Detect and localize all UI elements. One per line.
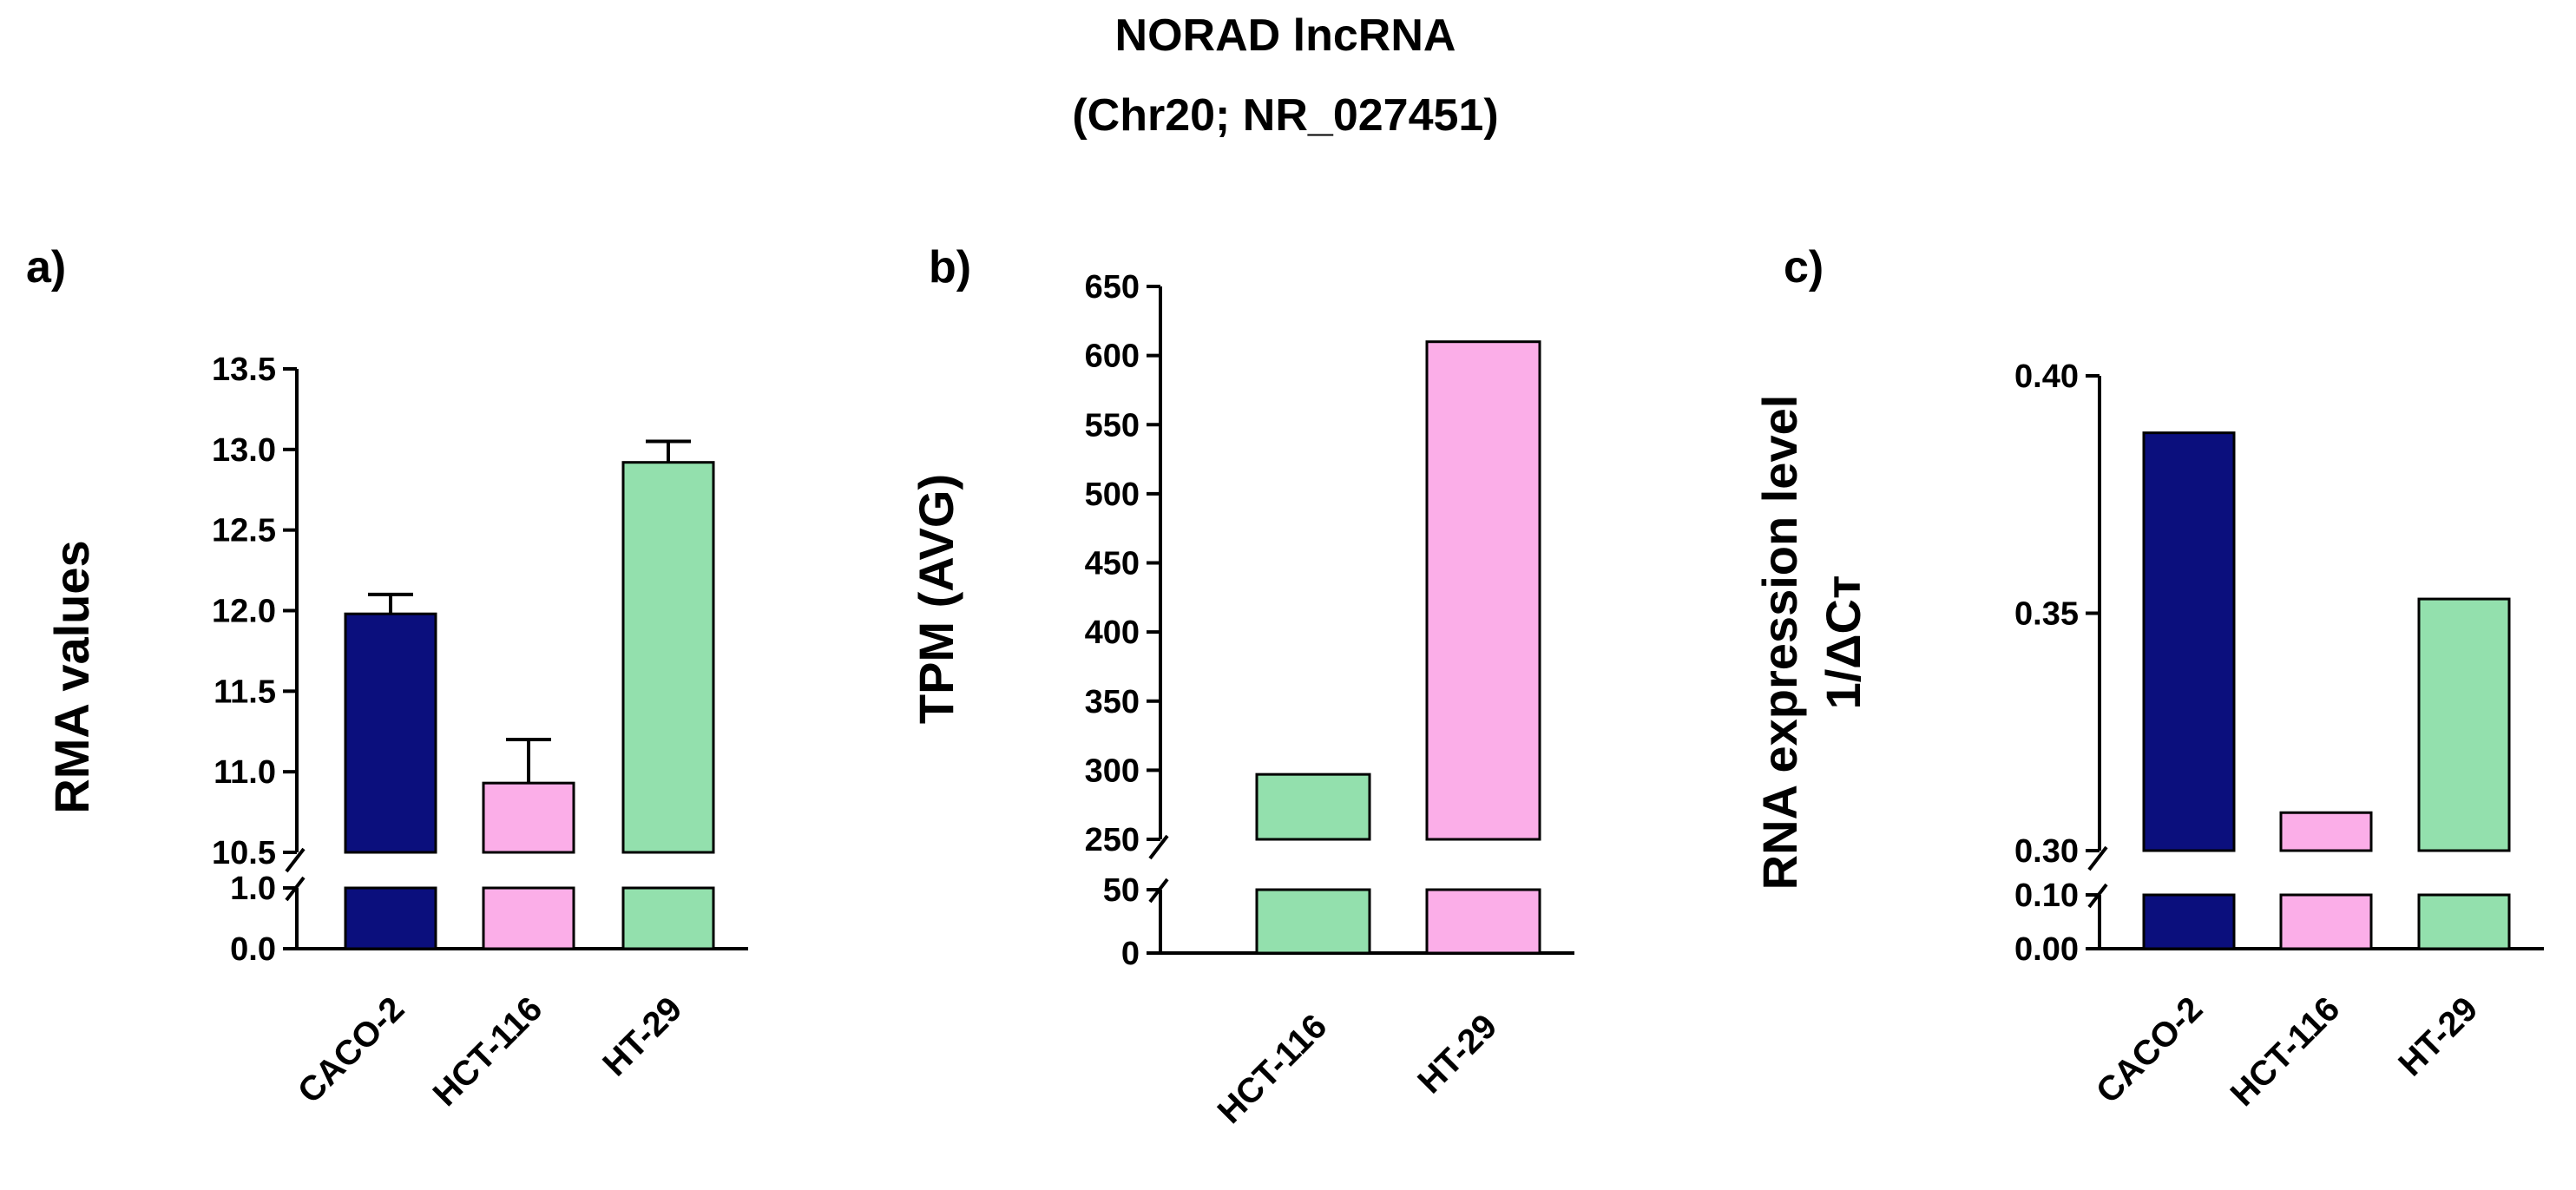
x-tick-label: HCT-116 bbox=[2224, 989, 2348, 1114]
y-tick-label: 10.5 bbox=[212, 835, 276, 871]
bar-upper-HCT-116 bbox=[2279, 811, 2373, 852]
axis-break-mark bbox=[2087, 845, 2108, 871]
panel-b: b) 250 300 350 400 450 500 550 600 650 0 50 HCT-116 H… bbox=[909, 242, 1574, 1131]
x-tick-label: CACO-2 bbox=[2089, 989, 2211, 1111]
y-tick-label: 12.5 bbox=[212, 513, 276, 549]
chart-title: NORAD lncRNA bbox=[1115, 10, 1456, 61]
y-tick-label: 650 bbox=[1085, 269, 1140, 306]
y-axis-label-2: 1/ΔCт bbox=[1816, 575, 1870, 710]
x-tick-label: HT-29 bbox=[1410, 1007, 1504, 1101]
bar-upper-HCT-116 bbox=[1255, 773, 1371, 841]
bar-lower-HCT-116 bbox=[1255, 888, 1371, 955]
bar-lower-HT-29 bbox=[1425, 888, 1541, 955]
y-tick-label: 0.10 bbox=[2014, 878, 2079, 914]
y-tick-label: 550 bbox=[1085, 407, 1140, 444]
bar-lower-CACO-2 bbox=[2142, 893, 2236, 950]
axis-break-mark bbox=[1148, 834, 1169, 860]
x-tick-label: HCT-116 bbox=[1211, 1007, 1335, 1131]
x-tick-label: HCT-116 bbox=[426, 989, 550, 1114]
chart-subtitle: (Chr20; NR_027451) bbox=[1072, 90, 1498, 141]
y-axis-label: RMA values bbox=[44, 540, 99, 813]
y-tick-label: 350 bbox=[1085, 684, 1140, 720]
bar-lower-HCT-116 bbox=[482, 886, 575, 950]
panel-a: a) 10.5 11.0 11.5 12.0 12.5 13.0 13.5 0.0 1.0 CACO… bbox=[26, 242, 748, 1114]
panel-label: b) bbox=[929, 242, 971, 293]
x-tick-label: CACO-2 bbox=[291, 989, 412, 1111]
y-tick-label: 11.5 bbox=[214, 674, 276, 710]
y-axis-label: TPM (AVG) bbox=[909, 474, 963, 724]
y-tick-label: 0.40 bbox=[2014, 358, 2079, 395]
axis-break-mark bbox=[285, 847, 306, 873]
y-tick-label: 0.35 bbox=[2014, 596, 2079, 633]
bar-upper-CACO-2 bbox=[2142, 431, 2236, 852]
y-tick-label: 13.5 bbox=[212, 352, 276, 388]
y-tick-label: 600 bbox=[1085, 339, 1140, 375]
y-axis-label: RNA expression level bbox=[1752, 395, 1807, 891]
panel-label: c) bbox=[1784, 242, 1824, 293]
bar-upper-HT-29 bbox=[1425, 340, 1541, 841]
y-tick-label: 0.00 bbox=[2014, 931, 2079, 968]
y-tick-label: 500 bbox=[1085, 477, 1140, 513]
bar-upper-HT-29 bbox=[2417, 597, 2511, 852]
panel-c: c) 0.30 0.35 0.40 0.00 0.10 CACO-2 HCT-116 HT-29… bbox=[1752, 242, 2544, 1114]
bar-lower-CACO-2 bbox=[344, 886, 437, 950]
bar-upper-HT-29 bbox=[621, 461, 715, 854]
x-tick-label: HT-29 bbox=[2391, 989, 2485, 1083]
bar-lower-HT-29 bbox=[621, 886, 715, 950]
y-tick-label: 0 bbox=[1121, 936, 1140, 972]
bar-lower-HCT-116 bbox=[2279, 893, 2373, 950]
bar-upper-CACO-2 bbox=[344, 612, 437, 854]
y-tick-label: 12.0 bbox=[212, 594, 276, 630]
y-tick-label: 0.0 bbox=[230, 931, 276, 968]
y-tick-label: 13.0 bbox=[212, 432, 276, 469]
y-tick-label: 1.0 bbox=[230, 871, 276, 907]
y-tick-label: 50 bbox=[1103, 872, 1140, 909]
y-tick-label: 11.0 bbox=[214, 754, 276, 791]
bar-lower-HT-29 bbox=[2417, 893, 2511, 950]
y-tick-label: 0.30 bbox=[2014, 833, 2079, 870]
y-tick-label: 450 bbox=[1085, 546, 1140, 582]
y-tick-label: 300 bbox=[1085, 753, 1140, 789]
y-tick-label: 250 bbox=[1085, 822, 1140, 858]
bar-upper-HCT-116 bbox=[482, 781, 575, 854]
x-tick-label: HT-29 bbox=[595, 989, 689, 1083]
panel-label: a) bbox=[26, 242, 66, 293]
y-tick-label: 400 bbox=[1085, 615, 1140, 651]
